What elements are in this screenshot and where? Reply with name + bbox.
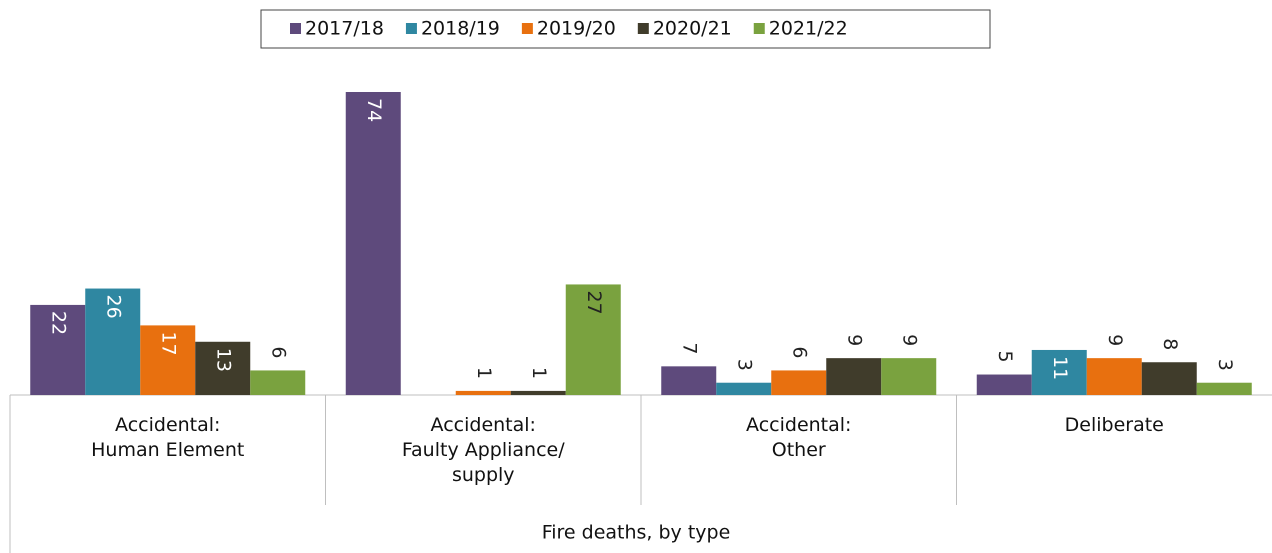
bar <box>140 325 196 395</box>
bar <box>565 284 621 395</box>
bar <box>30 304 86 395</box>
data-label: 6 <box>267 346 289 358</box>
bar <box>1196 382 1252 395</box>
data-label: 22 <box>47 311 69 335</box>
x-tick-label: Deliberate <box>1065 414 1164 436</box>
data-label: 17 <box>157 331 179 355</box>
bar <box>195 341 251 395</box>
bar <box>1141 362 1197 395</box>
bar <box>85 288 141 395</box>
x-tick-label-line: Deliberate <box>1065 414 1164 436</box>
legend-swatch <box>521 23 533 34</box>
data-label: 7 <box>678 342 700 354</box>
bar <box>455 390 511 395</box>
bar <box>661 366 717 395</box>
bar <box>716 382 772 395</box>
legend-swatch <box>405 23 417 34</box>
bar <box>826 358 882 395</box>
x-tick-label-line: Human Element <box>91 439 244 461</box>
data-label: 1 <box>473 367 495 379</box>
bar <box>345 92 401 395</box>
data-label: 9 <box>843 334 865 346</box>
bar <box>510 390 566 395</box>
data-label: 9 <box>1104 334 1126 346</box>
x-tick-label-line: Faulty Appliance/ <box>402 439 565 461</box>
legend-swatch <box>290 23 301 34</box>
x-tick-label-line: Accidental: <box>115 414 220 436</box>
data-label: 3 <box>733 359 755 371</box>
legend-swatch <box>753 23 765 34</box>
x-tick-label: Accidental: Human Element <box>91 414 244 461</box>
legend-label: 2020/21 <box>653 18 732 40</box>
legend-box <box>260 9 991 49</box>
x-tick-label-line: Accidental: <box>431 414 536 436</box>
data-label: 11 <box>1049 356 1071 380</box>
bar <box>881 358 937 395</box>
legend-label: 2018/19 <box>421 18 500 40</box>
bar <box>1086 358 1142 395</box>
data-label: 13 <box>212 348 234 372</box>
data-label: 5 <box>994 351 1016 363</box>
data-label: 9 <box>898 334 920 346</box>
data-label: 1 <box>528 367 550 379</box>
legend-label: 2017/18 <box>305 18 384 40</box>
bar <box>1031 349 1087 395</box>
x-tick-label-line: supply <box>452 464 515 486</box>
x-tick-label-line: Other <box>772 439 826 461</box>
data-label: 26 <box>102 295 124 319</box>
x-tick-label: Accidental: Faulty Appliance/supply <box>402 414 565 486</box>
x-axis-title: Fire deaths, by type <box>542 522 731 544</box>
legend-label: 2021/22 <box>769 18 848 40</box>
bar <box>976 374 1032 395</box>
data-label: 74 <box>363 98 385 122</box>
data-label: 6 <box>788 346 810 358</box>
data-label: 8 <box>1159 338 1181 350</box>
legend-label: 2019/20 <box>537 18 616 40</box>
data-label: 27 <box>583 290 605 314</box>
bar <box>771 370 827 395</box>
x-tick-label: Accidental: Other <box>746 414 851 461</box>
x-tick-label-line: Accidental: <box>746 414 851 436</box>
bar <box>250 370 306 395</box>
data-label: 3 <box>1214 359 1236 371</box>
legend-swatch <box>637 23 649 34</box>
